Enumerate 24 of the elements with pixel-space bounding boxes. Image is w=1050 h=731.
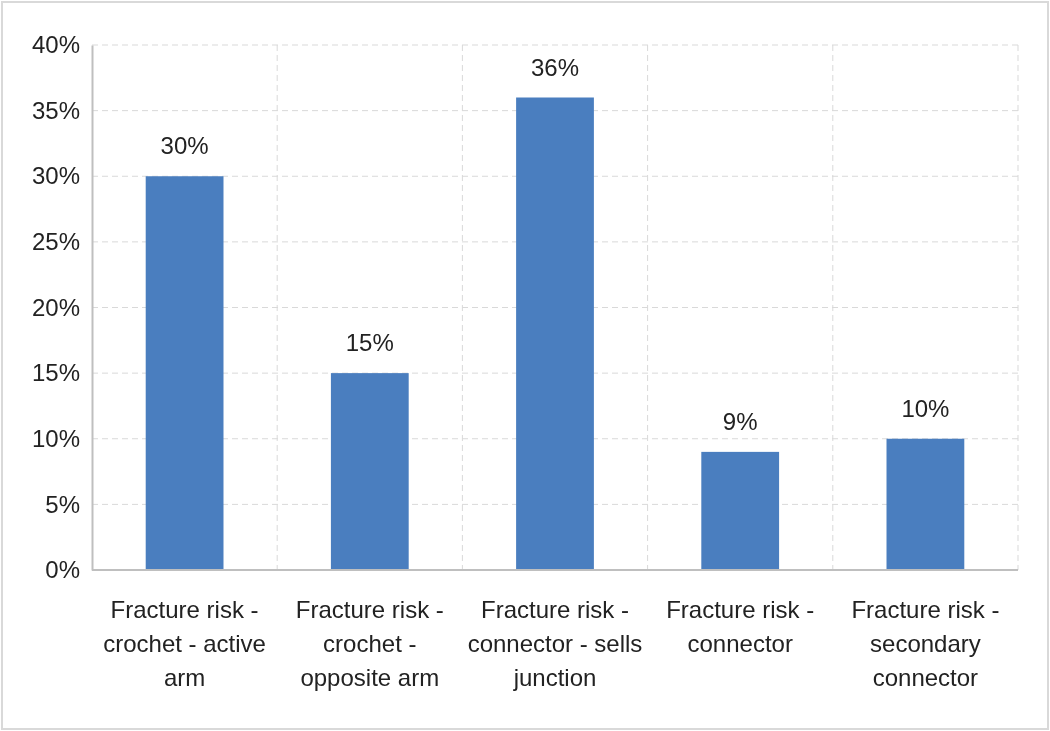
y-tick-label: 30%: [31, 162, 80, 190]
x-tick-label: Fracture risk - crochet - active arm: [103, 596, 266, 691]
y-tick-label: 15%: [31, 359, 80, 387]
data-label: 9%: [722, 407, 758, 435]
bar: [886, 438, 965, 570]
y-tick-label: 20%: [31, 293, 80, 321]
data-label: 10%: [901, 394, 950, 422]
x-tick-label: Fracture risk - crochet - opposite arm: [295, 596, 444, 691]
data-label: 36%: [530, 53, 580, 81]
x-tick-label: Fracture risk - connector - sells junction: [467, 596, 643, 691]
x-tick-label: Fracture risk - connector: [666, 596, 815, 657]
bar: [701, 451, 780, 570]
y-tick-label: 35%: [31, 96, 80, 124]
data-label: 15%: [345, 329, 394, 357]
x-tick-label: Fracture risk - secondary connector: [851, 596, 1000, 691]
y-tick-label: 25%: [31, 228, 80, 256]
y-tick-label: 0%: [45, 556, 80, 584]
bar: [145, 176, 224, 570]
y-tick-label: 5%: [45, 490, 80, 518]
bar: [330, 373, 409, 570]
y-tick-label: 10%: [31, 424, 80, 452]
bar: [516, 97, 594, 570]
y-tick-label: 40%: [31, 31, 80, 59]
data-label: 30%: [160, 132, 209, 160]
